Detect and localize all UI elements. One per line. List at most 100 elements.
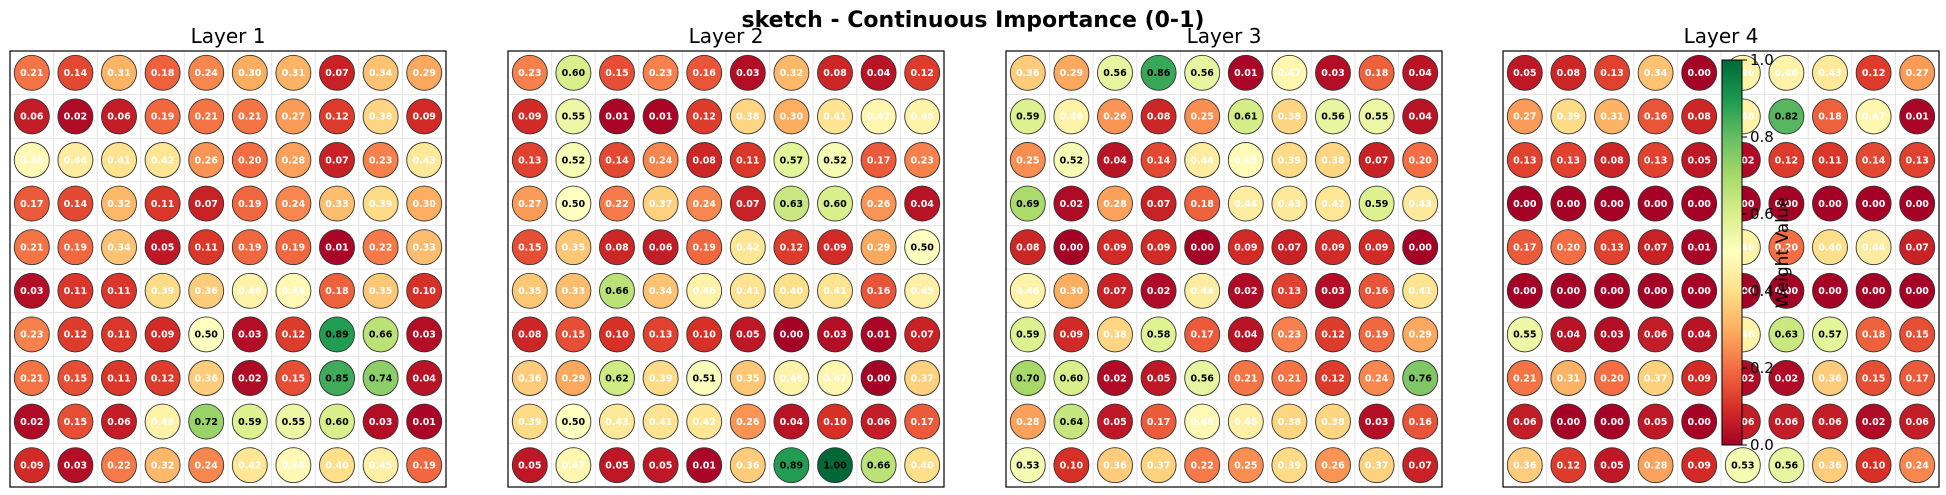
weight-label: 0.07 xyxy=(1147,199,1170,210)
weight-label: 0.41 xyxy=(1408,286,1431,297)
weight-node xyxy=(860,229,897,266)
weight-label: 0.00 xyxy=(1818,286,1842,297)
weight-node xyxy=(1681,316,1718,353)
weight-label: 0.24 xyxy=(649,155,673,166)
weight-label: 0.42 xyxy=(1321,199,1344,210)
weight-label: 0.12 xyxy=(780,243,803,254)
weight-node xyxy=(362,272,399,309)
weight-node xyxy=(860,98,897,135)
weight-node xyxy=(555,360,592,396)
weight-node xyxy=(860,403,897,440)
weight-node xyxy=(188,272,225,309)
weight-label: 0.08 xyxy=(605,243,629,254)
weight-label: 0.55 xyxy=(282,417,305,428)
weight-node xyxy=(13,54,50,91)
weight-label: 0.32 xyxy=(780,68,803,79)
weight-label: 0.08 xyxy=(1557,68,1581,79)
weight-node xyxy=(1899,185,1936,222)
weight-label: 0.43 xyxy=(605,417,628,428)
weight-node xyxy=(13,142,50,178)
weight-node xyxy=(1681,403,1718,440)
weight-node xyxy=(686,142,723,178)
weight-node xyxy=(362,54,399,91)
layer-panel: Layer 1 0.21 0.14 0.31 0.18 0.24 0.30 0.31 0.07 0… xyxy=(9,24,447,488)
weight-node xyxy=(1271,316,1308,353)
panel-title: Layer 3 xyxy=(1187,24,1262,48)
weight-node xyxy=(1402,316,1439,353)
weight-label: 0.38 xyxy=(736,112,760,123)
weight-label: 0.12 xyxy=(64,330,87,341)
weight-label: 0.24 xyxy=(194,68,218,79)
weight-node xyxy=(1506,142,1543,178)
weight-label: 0.20 xyxy=(238,155,262,166)
weight-label: 0.02 xyxy=(20,417,43,428)
weight-label: 0.03 xyxy=(1321,68,1344,79)
weight-label: 0.09 xyxy=(1234,243,1257,254)
weight-label: 0.18 xyxy=(325,286,349,297)
weight-label: 0.03 xyxy=(1365,417,1388,428)
weight-label: 0.29 xyxy=(1060,68,1083,79)
weight-node xyxy=(773,54,810,91)
weight-label: 0.46 xyxy=(1016,286,1040,297)
weight-node xyxy=(231,98,268,135)
weight-label: 0.46 xyxy=(910,112,934,123)
weight-node xyxy=(1768,229,1805,266)
weight-node xyxy=(362,316,399,353)
weight-label: 0.12 xyxy=(151,373,174,384)
weight-label: 0.70 xyxy=(1016,373,1040,384)
weight-node xyxy=(555,54,592,91)
weight-label: 0.52 xyxy=(562,155,585,166)
weight-label: 0.18 xyxy=(1862,330,1886,341)
weight-node xyxy=(686,316,723,353)
weight-node xyxy=(1550,403,1587,440)
weight-label: 0.05 xyxy=(1147,373,1170,384)
weight-label: 0.35 xyxy=(369,286,392,297)
weight-node xyxy=(1315,98,1351,135)
weight-label: 0.13 xyxy=(518,155,541,166)
weight-label: 0.38 xyxy=(1278,417,1302,428)
weight-node xyxy=(319,447,355,484)
weight-node xyxy=(1812,98,1848,135)
weight-node xyxy=(1768,98,1805,135)
weight-label: 0.74 xyxy=(369,373,393,384)
weight-label: 0.39 xyxy=(151,286,174,297)
weight-label: 0.60 xyxy=(823,199,847,210)
weight-node xyxy=(1899,54,1936,91)
weight-node xyxy=(1358,54,1395,91)
weight-label: 0.25 xyxy=(1234,461,1257,472)
weight-label: 0.53 xyxy=(1731,461,1754,472)
weight-node xyxy=(773,229,810,266)
weight-node xyxy=(275,403,312,440)
weight-label: 0.29 xyxy=(412,68,435,79)
weight-label: 0.45 xyxy=(369,461,392,472)
weight-node xyxy=(1053,403,1090,440)
weight-node xyxy=(1402,272,1439,309)
weight-node xyxy=(1315,447,1351,484)
weight-node xyxy=(1140,54,1177,91)
weight-node xyxy=(144,272,181,309)
weight-node xyxy=(1855,316,1892,353)
weight-label: 0.57 xyxy=(780,155,803,166)
weight-node xyxy=(729,142,766,178)
weight-node xyxy=(1009,142,1046,178)
weight-node xyxy=(1550,447,1587,484)
weight-label: 0.00 xyxy=(1905,199,1929,210)
weight-label: 0.44 xyxy=(64,155,88,166)
weight-node xyxy=(1594,185,1630,222)
weight-node xyxy=(406,142,443,178)
weight-node xyxy=(362,98,399,135)
weight-node xyxy=(729,54,766,91)
weight-node xyxy=(1506,98,1543,135)
weight-node xyxy=(13,229,50,266)
weight-node xyxy=(13,403,50,440)
weight-node xyxy=(13,185,50,222)
weight-label: 0.44 xyxy=(1190,155,1214,166)
weight-node xyxy=(599,98,635,135)
weight-node xyxy=(1550,142,1587,178)
weight-node xyxy=(1812,447,1848,484)
weight-node xyxy=(729,272,766,309)
weight-node xyxy=(1637,54,1674,91)
weight-node xyxy=(1855,272,1892,309)
weight-node xyxy=(231,316,268,353)
colorbar: 0.0 0.2 0.4 0.6 0.8 1.0 Weight Value xyxy=(1721,51,1793,454)
